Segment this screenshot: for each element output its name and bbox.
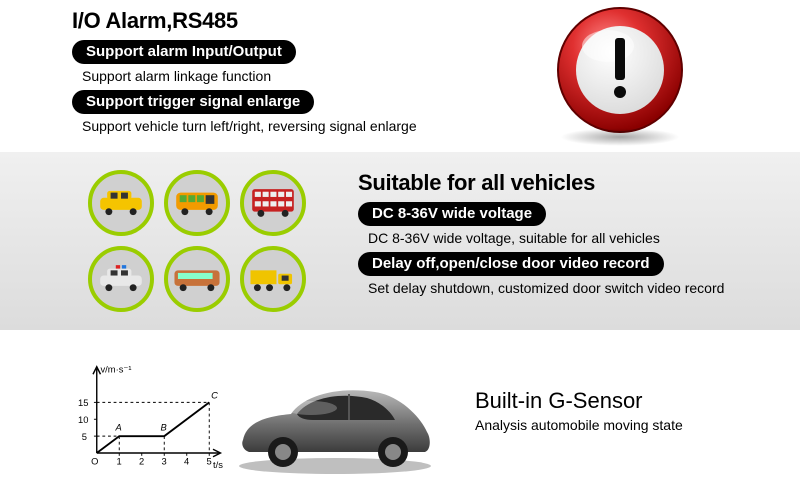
sub-delay-off: Set delay shutdown, customized door swit… [368,280,800,296]
vehicle-minibus-icon [164,170,230,236]
xtick-2: 2 [139,456,144,466]
io-alarm-heading: I/O Alarm,RS485 [72,8,800,34]
point-a: A [115,423,122,433]
xtick-1: 1 [116,456,121,466]
vehicle-grid [0,170,320,316]
gsensor-sub: Analysis automobile moving state [475,417,800,433]
velocity-graph: 5 10 15 O 1 2 3 4 5 [0,358,225,478]
origin-label: O [91,456,98,466]
gsensor-heading: Built-in G-Sensor [475,388,800,414]
car-icon [225,358,455,483]
vehicle-taxi-icon [88,170,154,236]
vehicle-double-decker-icon [240,170,306,236]
point-b: B [161,423,167,433]
sub-alarm-linkage: Support alarm linkage function [82,68,800,84]
sub-voltage: DC 8-36V wide voltage, suitable for all … [368,230,800,246]
xtick-5: 5 [206,456,211,466]
vehicles-heading: Suitable for all vehicles [358,170,800,196]
vehicle-truck-icon [240,246,306,312]
section-vehicles: Suitable for all vehicles DC 8-36V wide … [0,152,800,330]
vehicle-police-car-icon [88,246,154,312]
y-axis-label: v/m·s⁻¹ [101,364,132,374]
alert-icon [550,4,690,144]
xtick-4: 4 [184,456,189,466]
pill-delay-off: Delay off,open/close door video record [358,252,664,276]
ytick-10: 10 [78,415,88,425]
section-gsensor: 5 10 15 O 1 2 3 4 5 [0,330,800,503]
sub-vehicle-signal: Support vehicle turn left/right, reversi… [82,118,800,134]
ytick-5: 5 [82,432,87,442]
pill-voltage: DC 8-36V wide voltage [358,202,546,226]
x-axis-label: t/s [213,460,223,470]
xtick-3: 3 [161,456,166,466]
section-io-alarm: I/O Alarm,RS485 Support alarm Input/Outp… [0,0,800,152]
pill-alarm-io: Support alarm Input/Output [72,40,296,64]
point-c: C [211,391,218,401]
vehicle-coach-bus-icon [164,246,230,312]
ytick-15: 15 [78,398,88,408]
pill-trigger-signal: Support trigger signal enlarge [72,90,314,114]
